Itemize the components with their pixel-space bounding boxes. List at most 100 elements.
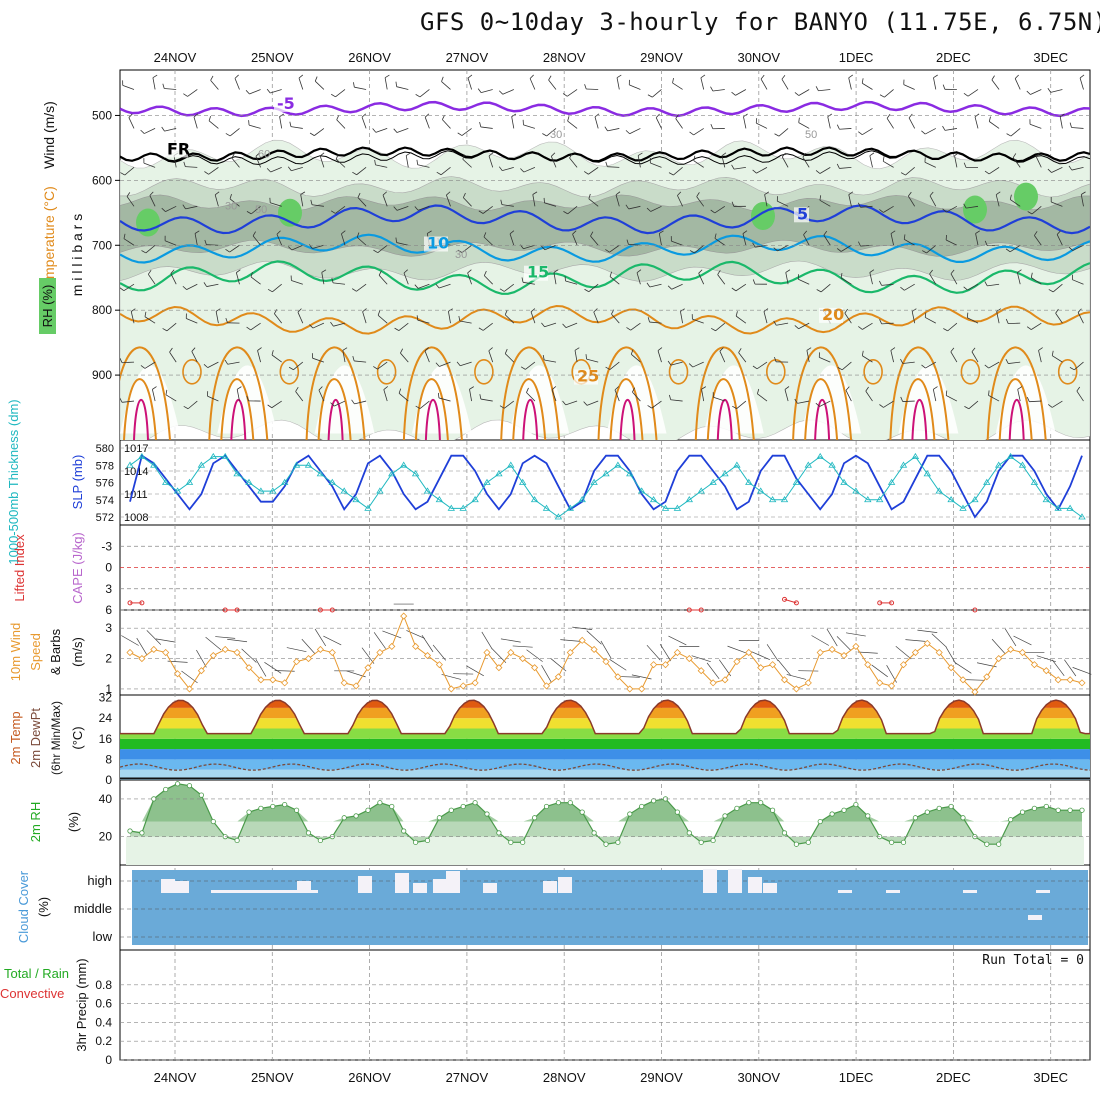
- wind10-barb: [572, 626, 593, 630]
- wind-barb: [988, 167, 1000, 175]
- wind-barb: [693, 160, 704, 168]
- wind-barb: [442, 119, 451, 129]
- rh2m-point: [412, 839, 419, 845]
- thickness-point: [994, 461, 1003, 468]
- date-label-top: 27NOV: [446, 50, 489, 65]
- wind-barb: [400, 352, 409, 363]
- wind-barb: [440, 167, 451, 176]
- wind-barb: [946, 205, 958, 213]
- wind-barb-feather: [950, 347, 955, 353]
- cape-label: CAPE (J/kg): [70, 532, 85, 604]
- wind-barb-feather: [165, 389, 168, 395]
- wind10-barb: [826, 628, 838, 647]
- wind-barb-feather: [879, 209, 884, 213]
- rh2m-point: [710, 837, 716, 844]
- wind-barb: [488, 350, 494, 363]
- thickness-point: [578, 495, 586, 503]
- rh2m-ylabel: (%): [66, 812, 81, 832]
- wind10-barb: [945, 646, 957, 665]
- wind-barb: [1016, 272, 1021, 285]
- temp-contour-20-lobe: [120, 346, 171, 440]
- thickness-point: [233, 470, 241, 477]
- wind-barb-feather: [954, 152, 959, 156]
- thickness-point: [983, 478, 991, 485]
- wind-barb-feather: [562, 400, 567, 406]
- wind10-point: [554, 673, 562, 681]
- wind-barb: [670, 399, 683, 402]
- wind-barb: [820, 283, 831, 293]
- temp-contour-30-lobe: [133, 399, 149, 440]
- thickness-point: [745, 478, 753, 485]
- wind-barb: [405, 155, 409, 168]
- wind-barb: [546, 128, 557, 137]
- wind-barb-feather: [900, 396, 904, 402]
- wind-barb: [818, 89, 831, 92]
- wind-barb: [903, 84, 915, 90]
- wind-barb-feather: [717, 270, 721, 275]
- rh-contour-label: 50: [255, 204, 267, 216]
- rh-high-blob: [751, 202, 775, 231]
- rh2m-point: [758, 800, 764, 806]
- wind-barb-feather: [667, 285, 673, 290]
- wind-barb: [271, 354, 282, 363]
- wind-barb-feather: [1047, 168, 1052, 173]
- wind10-point: [233, 648, 241, 657]
- upper-air-tick-label: 900: [92, 368, 112, 382]
- wind-barb-feather: [945, 390, 948, 396]
- thickness-point: [280, 478, 289, 485]
- wind-barb-feather: [504, 310, 508, 315]
- temp-contour-30-lobe: [230, 399, 247, 440]
- wind10-barb: [560, 639, 581, 642]
- wind-barb: [692, 318, 704, 324]
- thickness-point: [138, 452, 146, 460]
- cloud-bar-middle: [1028, 915, 1042, 920]
- wind-barb: [525, 361, 536, 370]
- cloud-bar-high: [703, 869, 717, 893]
- wind-barb: [357, 197, 367, 207]
- wind-barb-feather: [861, 78, 864, 84]
- wind-barb-feather: [933, 386, 938, 390]
- wind-barb: [144, 316, 156, 324]
- wind-barb: [276, 234, 283, 246]
- wind-barb: [950, 273, 958, 285]
- wind-barb: [279, 116, 283, 129]
- wind-barb-feather: [794, 92, 800, 96]
- temp-contour-minus5: [120, 100, 1090, 118]
- cloud-bar-high: [446, 871, 460, 893]
- wind-barb: [819, 400, 831, 407]
- thickness-point: [292, 461, 301, 468]
- wind-barb: [869, 272, 873, 285]
- cloud-bar-high: [763, 883, 777, 893]
- wind-barb: [382, 194, 388, 207]
- wind-barb-feather: [584, 84, 587, 90]
- wind-barb-feather: [816, 289, 822, 293]
- wind-barb: [318, 389, 325, 402]
- wind-barb-feather: [710, 123, 714, 129]
- wind-barb: [250, 322, 261, 331]
- precip-tick-label: 0: [105, 1053, 112, 1067]
- wind-barb-feather: [352, 356, 355, 362]
- wind10-point: [304, 655, 313, 663]
- date-label-bottom: 24NOV: [154, 1070, 197, 1085]
- wind10-barb: [215, 636, 236, 639]
- wind10-point: [269, 676, 277, 684]
- wind-barb: [566, 89, 578, 97]
- panel-frame-wind-10m: [119, 609, 1091, 696]
- wind-barb-feather: [479, 394, 482, 400]
- wind-barb-feather: [462, 154, 465, 160]
- wind-barb: [544, 202, 557, 207]
- wind10-point: [852, 642, 860, 650]
- precip-ylabel: 3hr Precip (mm): [74, 958, 89, 1051]
- rh2m-point: [163, 786, 169, 793]
- panel-frame-precip: [119, 949, 1091, 1061]
- wind-barb-feather: [161, 126, 165, 132]
- temp-tick-label: 0: [105, 773, 112, 787]
- wind-barb-feather: [479, 121, 482, 128]
- cloud-level-label: high: [87, 873, 112, 888]
- wind-barb-feather: [252, 231, 256, 237]
- wind-barb-feather: [668, 394, 672, 400]
- wind-barb: [504, 314, 515, 324]
- wind-barb: [488, 155, 494, 168]
- wind-barb: [396, 128, 409, 133]
- wind-barb-feather: [414, 206, 419, 211]
